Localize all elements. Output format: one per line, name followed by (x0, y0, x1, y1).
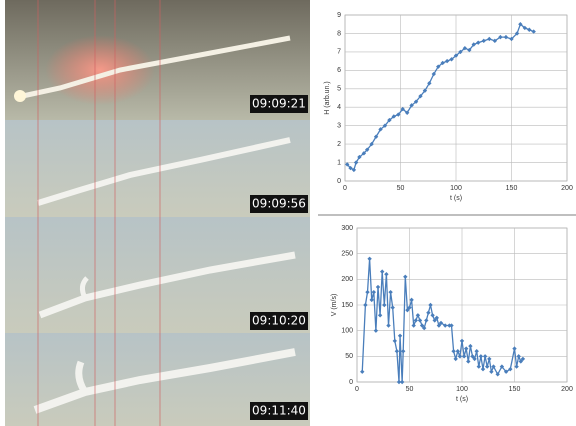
x-tick-label: 100 (450, 185, 462, 192)
x-tick-label: 0 (343, 185, 347, 192)
y-tick-label: 0 (337, 178, 341, 185)
y-tick-label: 250 (341, 251, 353, 258)
x-tick-label: 200 (561, 386, 573, 393)
y-tick-label: 200 (341, 276, 353, 283)
x-tick-label: 100 (456, 386, 468, 393)
glow (45, 35, 155, 105)
flash (14, 90, 26, 102)
x-axis-label: t (s) (456, 396, 468, 403)
x-tick-label: 200 (561, 185, 573, 192)
y-axis-label: H (arb.un.) (324, 81, 331, 114)
y-tick-label: 1 (337, 159, 341, 166)
timestamp: 09:09:56 (252, 197, 306, 211)
y-tick-label: 50 (345, 353, 353, 360)
y-tick-label: 8 (337, 30, 341, 37)
x-tick-label: 0 (355, 386, 359, 393)
photo-panels: 09:09:21 09:09:56 09:10:20 09:11:40 (5, 0, 310, 426)
y-tick-label: 300 (341, 225, 353, 232)
timestamp: 09:11:40 (252, 404, 306, 418)
x-tick-label: 150 (506, 185, 518, 192)
timestamp: 09:10:20 (252, 314, 306, 328)
y-tick-label: 2 (337, 141, 341, 148)
y-tick-label: 7 (337, 49, 341, 56)
y-tick-label: 6 (337, 67, 341, 74)
x-tick-label: 50 (397, 185, 405, 192)
y-tick-label: 9 (337, 12, 341, 19)
x-tick-label: 50 (406, 386, 414, 393)
y-tick-label: 150 (341, 302, 353, 309)
figure: 09:09:21 09:09:56 09:10:20 09:11:40 0 1 2 3… (0, 0, 576, 426)
y-tick-label: 0 (349, 379, 353, 386)
y-tick-label: 4 (337, 104, 341, 111)
timestamp: 09:09:21 (252, 97, 306, 111)
y-tick-label: 5 (337, 86, 341, 93)
y-tick-label: 3 (337, 123, 341, 130)
y-tick-label: 100 (341, 328, 353, 335)
x-tick-label: 150 (509, 386, 521, 393)
y-axis-label: V (m/s) (331, 294, 338, 317)
x-axis-label: t (s) (450, 195, 462, 202)
